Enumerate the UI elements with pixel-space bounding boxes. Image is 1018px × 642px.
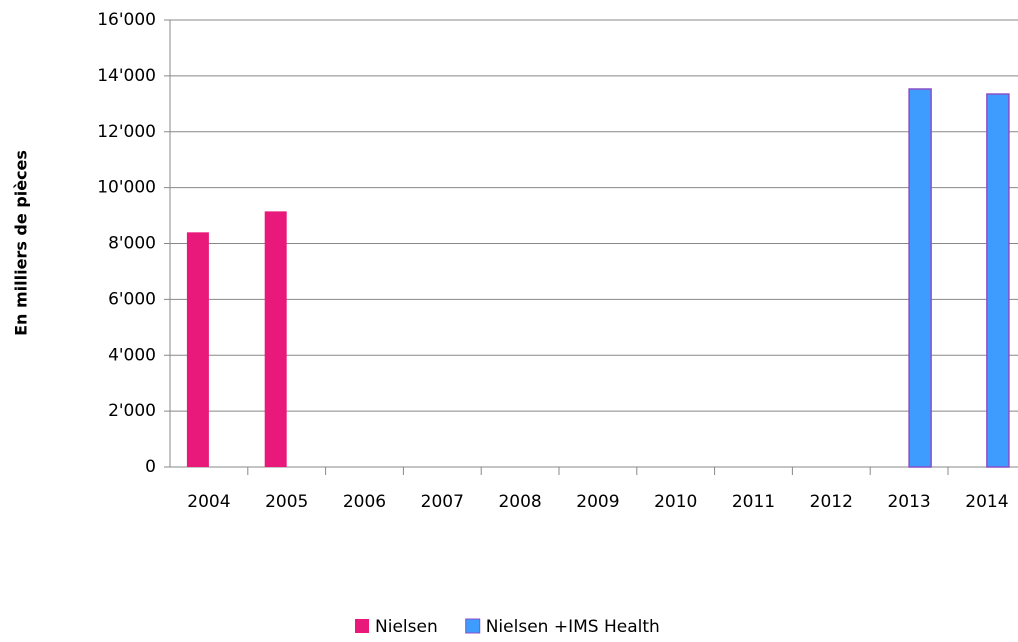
legend-swatch <box>355 619 369 633</box>
x-tick-label: 2006 <box>343 492 386 512</box>
bar <box>986 93 1010 468</box>
y-tick-label: 12'000 <box>97 122 156 142</box>
x-tick-label: 2011 <box>732 492 775 512</box>
x-tick-label: 2004 <box>187 492 230 512</box>
x-tick-label: 2007 <box>421 492 464 512</box>
legend-label: Nielsen <box>375 617 438 637</box>
bar <box>186 232 209 467</box>
legend-label: Nielsen +IMS Health <box>486 617 660 637</box>
x-tick-label: 2014 <box>965 492 1008 512</box>
y-tick-label: 8'000 <box>108 234 156 254</box>
y-tick-label: 0 <box>145 457 156 477</box>
x-tick-label: 2005 <box>265 492 308 512</box>
x-tick-label: 2010 <box>654 492 697 512</box>
legend-swatch <box>465 618 481 634</box>
y-tick-label: 6'000 <box>108 289 156 309</box>
x-tick-label: 2013 <box>887 492 930 512</box>
y-tick-label: 16'000 <box>97 10 156 30</box>
y-tick-label: 14'000 <box>97 66 156 86</box>
bar <box>264 211 287 467</box>
bar <box>908 88 932 468</box>
x-tick-label: 2008 <box>498 492 541 512</box>
y-tick-label: 2'000 <box>108 401 156 421</box>
x-tick-label: 2012 <box>810 492 853 512</box>
y-axis-label: En milliers de pièces <box>12 150 31 336</box>
y-tick-label: 10'000 <box>97 178 156 198</box>
y-tick-label: 4'000 <box>108 345 156 365</box>
x-tick-label: 2009 <box>576 492 619 512</box>
